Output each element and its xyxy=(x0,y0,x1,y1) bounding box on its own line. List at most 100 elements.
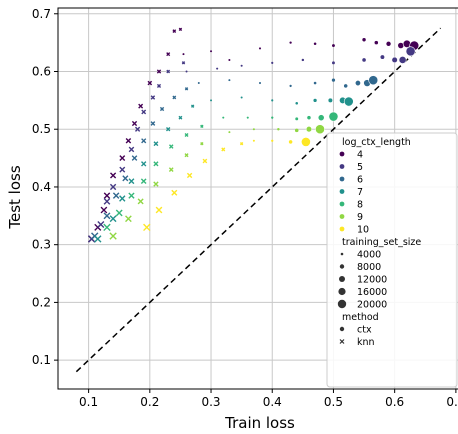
ctx-point xyxy=(313,81,317,85)
ctx-point xyxy=(240,64,243,67)
legend-circle-marker xyxy=(339,326,345,332)
ctx-point xyxy=(327,97,334,103)
plot-frame xyxy=(57,7,458,390)
knn-point xyxy=(166,69,171,74)
knn-point xyxy=(166,52,171,57)
legend-label: ctx xyxy=(357,325,372,336)
ctx-point xyxy=(246,116,249,119)
knn-point xyxy=(221,147,226,152)
knn-point xyxy=(138,103,144,109)
y-tick-label: 0.2 xyxy=(32,295,51,309)
ctx-point xyxy=(258,82,262,85)
y-tick-label: 0.6 xyxy=(32,65,51,79)
knn-point xyxy=(153,141,159,147)
knn-point xyxy=(178,115,183,120)
ctx-point xyxy=(379,54,385,60)
y-axis-ticks: 0.1 0.2 0.3 0.4 0.5 0.6 0.7 xyxy=(32,7,58,367)
ctx-point xyxy=(317,114,325,122)
legend-title: method xyxy=(342,312,379,323)
ctx-point xyxy=(271,99,274,102)
legend-label: 10 xyxy=(357,225,369,236)
x-tick-label: 0.6 xyxy=(385,395,404,409)
legend-label: 8 xyxy=(357,200,363,211)
ctx-point xyxy=(328,111,339,122)
ctx-point xyxy=(332,61,335,65)
x-axis-ticks: 0.1 0.2 0.3 0.4 0.5 0.6 0.7 xyxy=(79,389,458,409)
ctx-point xyxy=(373,40,379,46)
legend-label: 8000 xyxy=(357,262,381,273)
knn-point xyxy=(119,155,126,162)
legend-size-swatch xyxy=(339,264,345,269)
legend-title: log_ctx_length xyxy=(342,137,411,148)
legend-label: 5 xyxy=(357,162,363,173)
knn-point xyxy=(178,27,183,32)
knn-point xyxy=(97,220,105,228)
knn-point xyxy=(141,138,147,144)
ctx-point xyxy=(271,116,274,119)
ctx-point xyxy=(305,126,313,133)
knn-point xyxy=(156,83,162,88)
ctx-point xyxy=(222,116,225,119)
knn-point xyxy=(202,158,208,164)
legend-size-swatch xyxy=(340,252,344,256)
knn-point xyxy=(137,198,144,205)
knn-point xyxy=(143,223,151,232)
ctx-point xyxy=(313,42,317,46)
legend-label: 4000 xyxy=(357,250,381,261)
ctx-point xyxy=(277,127,280,131)
knn-point xyxy=(128,146,135,153)
legend-size-swatch xyxy=(339,276,345,282)
ctx-point xyxy=(252,128,255,131)
knn-point xyxy=(171,189,178,196)
legend-x-marker xyxy=(339,339,345,344)
ctx-point xyxy=(295,101,299,105)
ctx-point xyxy=(289,41,292,44)
legend-swatch xyxy=(339,214,345,219)
knn-point xyxy=(140,178,147,185)
ctx-point xyxy=(391,56,398,64)
knn-point xyxy=(103,212,111,220)
x-tick-label: 0.3 xyxy=(201,395,220,409)
knn-point xyxy=(128,192,135,199)
knn-point xyxy=(172,95,177,100)
knn-point xyxy=(131,155,138,161)
ctx-point xyxy=(405,46,416,57)
x-tick-label: 0.2 xyxy=(140,395,159,409)
ctx-point xyxy=(301,58,305,62)
knn-point xyxy=(156,69,162,74)
knn-point xyxy=(184,153,189,158)
diagonal-reference-line xyxy=(75,27,442,373)
ctx-point xyxy=(331,78,336,82)
ctx-point xyxy=(228,79,231,82)
knn-point xyxy=(131,120,138,127)
legend-swatch xyxy=(339,189,345,194)
ctx-point xyxy=(343,96,354,107)
legend-swatch xyxy=(339,226,345,232)
knn-point xyxy=(125,215,132,223)
knn-point xyxy=(153,181,159,187)
ctx-point xyxy=(252,139,255,142)
knn-point xyxy=(184,87,189,91)
legend-box xyxy=(326,132,458,388)
knn-point xyxy=(94,235,102,243)
x-tick-label: 0.5 xyxy=(324,395,343,409)
ctx-point xyxy=(294,128,299,133)
knn-point xyxy=(147,80,153,86)
knn-point xyxy=(150,95,156,100)
knn-point xyxy=(200,141,204,146)
knn-point xyxy=(109,215,117,223)
knn-point xyxy=(103,223,111,232)
ctx-point xyxy=(332,44,335,47)
knn-point xyxy=(112,192,120,199)
knn-point xyxy=(190,104,195,108)
legend-swatch xyxy=(339,201,345,207)
legend-label: 16000 xyxy=(357,287,387,298)
knn-point xyxy=(122,175,129,182)
ctx-point xyxy=(362,58,366,62)
knn-point xyxy=(168,144,174,149)
ctx-point xyxy=(295,117,299,121)
knn-point xyxy=(239,141,244,146)
knn-point xyxy=(100,206,108,214)
y-tick-label: 0.4 xyxy=(32,180,51,194)
